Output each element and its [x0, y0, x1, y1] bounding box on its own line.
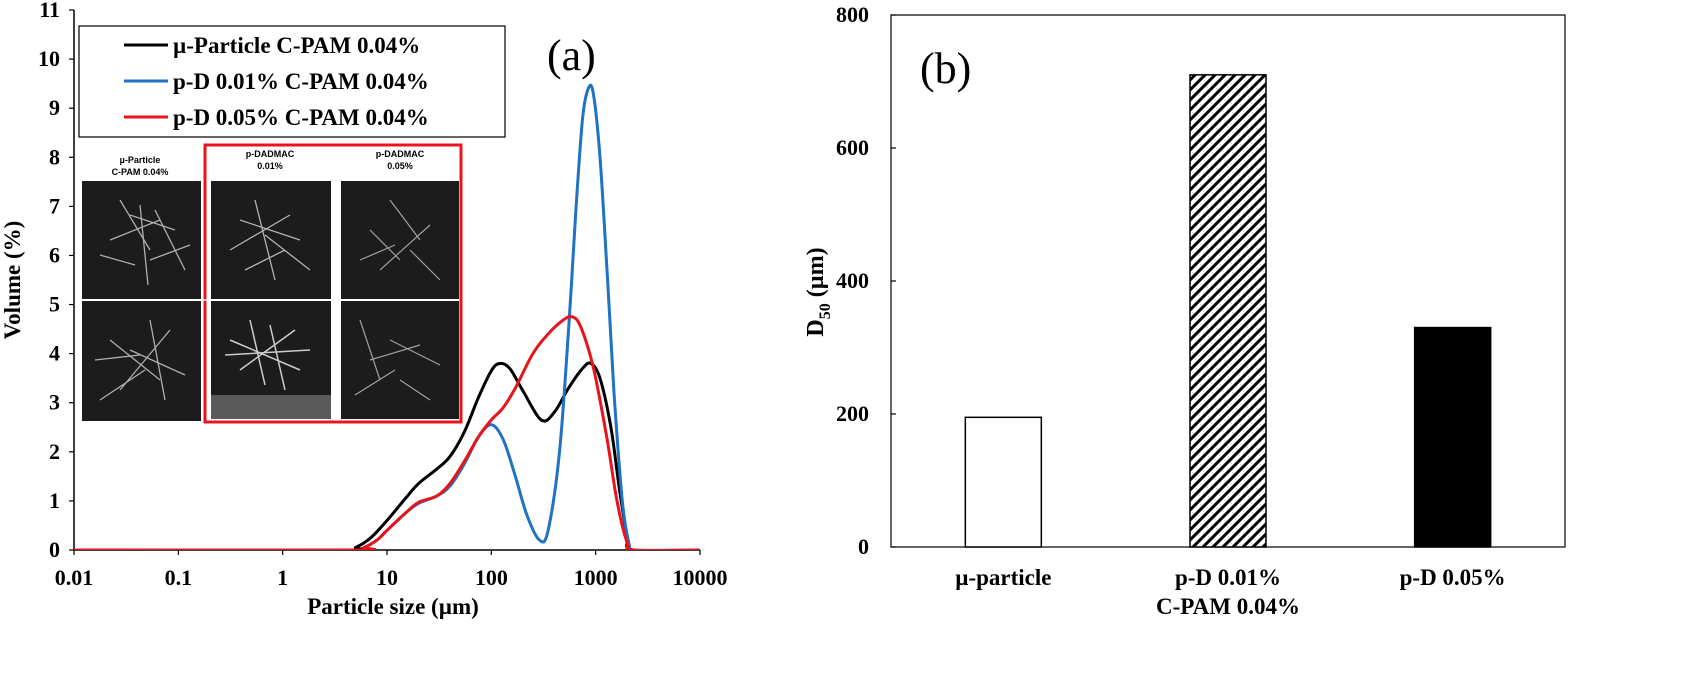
legend-label: p-D 0.01% C-PAM 0.04%	[173, 69, 429, 94]
bar-2	[1189, 74, 1267, 548]
y-tick-label: 0	[858, 534, 869, 559]
x-tick-label: 0.01	[55, 565, 94, 590]
y-label-unit: (µm)	[803, 247, 829, 303]
panel-b-bar-chart: 0 200 400 600 800 µ-particle p-D 0.01% C-PAM 0…	[803, 2, 1566, 619]
y-tick-label: 9	[49, 95, 60, 120]
micrograph-image	[341, 301, 459, 419]
y-tick-label: 200	[836, 401, 869, 426]
inset-column-1: µ-Particle C-PAM 0.04%	[82, 155, 201, 421]
panel-a-annotation: (a)	[547, 31, 596, 80]
micrograph-image	[82, 301, 201, 421]
y-tick-label: 400	[836, 268, 869, 293]
y-tick-label: 8	[49, 144, 60, 169]
legend-entry-1: µ-Particle C-PAM 0.04%	[124, 33, 420, 58]
micrograph-image	[211, 181, 331, 299]
legend-entry-2: p-D 0.01% C-PAM 0.04%	[124, 69, 429, 94]
bar-1	[964, 416, 1043, 548]
y-label-subscript: 50	[817, 303, 834, 319]
inset-caption-3a: p-DADMAC	[376, 149, 425, 159]
legend-entry-3: p-D 0.05% C-PAM 0.04%	[124, 105, 429, 130]
y-tick-label: 7	[49, 193, 60, 218]
y-label-main: D	[803, 319, 829, 336]
panel-b-bars	[964, 74, 1492, 548]
panel-a-series-lines	[74, 83, 700, 550]
x-tick-label: 1	[277, 565, 288, 590]
panel-a-line-chart: 0 1 2 3 4 5 6 7 8 9 10 11 0.01 0.1 1 10 100 1000 10000 µ-…	[0, 0, 728, 619]
x-tick-label: 10	[376, 565, 398, 590]
panel-a-y-label: Volume (%)	[0, 221, 25, 340]
panel-a-x-label: Particle size (µm)	[307, 594, 479, 619]
y-tick-label: 11	[39, 0, 60, 22]
micrograph-image	[341, 181, 459, 299]
x-tick-label: 1000	[574, 565, 618, 590]
x-category-label: C-PAM 0.04%	[1156, 594, 1300, 619]
inset-caption-1b: C-PAM 0.04%	[112, 167, 169, 177]
panel-b-annotation: (b)	[920, 44, 971, 93]
y-tick-label: 800	[836, 2, 869, 27]
legend-label: p-D 0.05% C-PAM 0.04%	[173, 105, 429, 130]
y-tick-label: 5	[49, 292, 60, 317]
y-tick-label: 600	[836, 135, 869, 160]
y-tick-label: 1	[49, 488, 60, 513]
micrograph-image	[82, 181, 201, 299]
y-tick-label: 3	[49, 390, 60, 415]
panel-b-y-ticks: 0 200 400 600 800	[836, 2, 896, 559]
bar-3	[1413, 326, 1492, 548]
y-tick-label: 6	[49, 242, 60, 267]
y-tick-label: 4	[49, 341, 60, 366]
inset-caption-2a: p-DADMAC	[246, 149, 295, 159]
x-tick-label: 10000	[673, 565, 728, 590]
panel-b-y-label: D50 (µm)	[803, 247, 834, 336]
y-tick-label: 0	[49, 537, 60, 562]
inset-caption-1a: µ-Particle	[120, 155, 161, 165]
inset-caption-3b: 0.05%	[387, 161, 413, 171]
inset-column-2: p-DADMAC 0.01%	[211, 149, 331, 419]
panel-a-inset: µ-Particle C-PAM 0.04% p-DADMAC	[82, 143, 463, 424]
panel-a-legend: µ-Particle C-PAM 0.04% p-D 0.01% C-PAM 0…	[78, 25, 506, 138]
panel-a-x-ticks: 0.01 0.1 1 10 100 1000 10000	[55, 550, 728, 590]
x-category-label: p-D 0.05%	[1400, 565, 1506, 590]
x-tick-label: 0.1	[165, 565, 193, 590]
x-category-label: µ-particle	[955, 565, 1051, 590]
x-tick-label: 100	[475, 565, 508, 590]
series-line-1	[74, 361, 700, 550]
legend-label: µ-Particle C-PAM 0.04%	[173, 33, 420, 58]
inset-caption-2b: 0.01%	[257, 161, 283, 171]
panel-a-y-ticks: 0 1 2 3 4 5 6 7 8 9 10 11	[38, 0, 74, 562]
x-category-label: p-D 0.01%	[1175, 565, 1281, 590]
inset-highlight-frame	[203, 143, 463, 424]
y-tick-label: 10	[38, 46, 60, 71]
micrograph-image	[211, 301, 331, 419]
series-line-3	[74, 314, 700, 550]
inset-column-3: p-DADMAC 0.05%	[341, 149, 459, 419]
panel-b-x-labels: µ-particle p-D 0.01% C-PAM 0.04% p-D 0.05%	[955, 565, 1506, 619]
y-tick-label: 2	[49, 439, 60, 464]
